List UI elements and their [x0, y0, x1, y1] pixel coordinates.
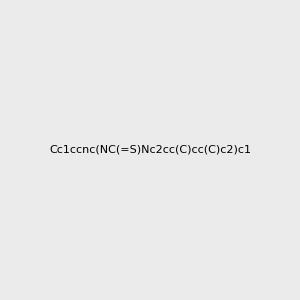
Text: Cc1ccnc(NC(=S)Nc2cc(C)cc(C)c2)c1: Cc1ccnc(NC(=S)Nc2cc(C)cc(C)c2)c1	[49, 145, 251, 155]
